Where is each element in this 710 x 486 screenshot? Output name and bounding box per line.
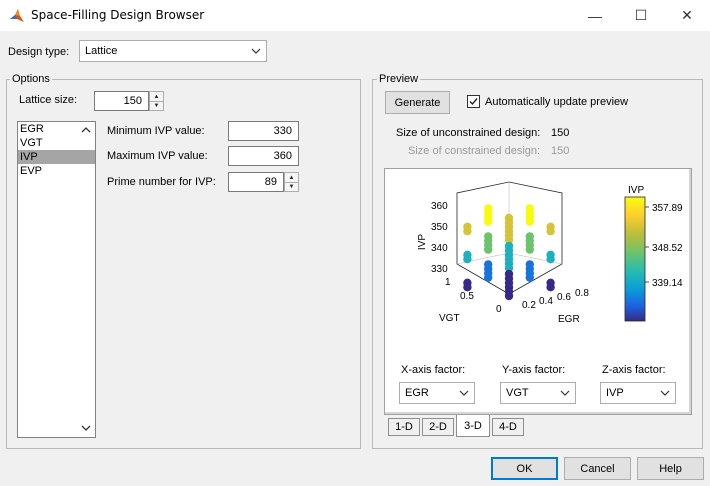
chevron-down-icon	[455, 384, 473, 402]
scatter-point	[504, 291, 514, 301]
scatter-point	[463, 255, 472, 264]
scatter-point	[525, 273, 534, 282]
cancel-button[interactable]: Cancel	[564, 457, 631, 480]
factor-list[interactable]: EGR VGT IVP EVP	[17, 121, 96, 438]
z-axis-factor-value: IVP	[606, 387, 624, 399]
design-type-dropdown[interactable]: Lattice	[79, 40, 267, 62]
min-value-input[interactable]: 330	[228, 121, 299, 141]
x-tick-label: 0.6	[557, 292, 571, 303]
colorbar	[624, 196, 646, 322]
y-tick-label: 0.5	[460, 291, 474, 302]
preview-group-title: Preview	[377, 73, 421, 85]
scatter-point	[546, 255, 555, 264]
list-item[interactable]: VGT	[20, 137, 43, 149]
scatter-point	[525, 245, 534, 254]
x-axis-factor-label: X-axis factor:	[401, 364, 466, 376]
checkmark-icon	[469, 98, 478, 106]
minimize-button[interactable]: —	[588, 7, 602, 24]
max-value-label: Maximum IVP value:	[107, 150, 208, 162]
lattice-size-spinner[interactable]: ▲ ▼	[149, 91, 164, 111]
z-axis-label: IVP	[417, 234, 428, 250]
x-tick-label: 0.8	[575, 288, 589, 299]
colorbar-tick-label: 348.52	[652, 243, 683, 254]
scatter-point	[463, 283, 472, 292]
colorbar-tick-label: 357.89	[652, 203, 683, 214]
min-value-label: Minimum IVP value:	[107, 125, 205, 137]
scatter-points	[463, 204, 555, 301]
scatter-point	[546, 227, 555, 236]
window-title: Space-Filling Design Browser	[31, 8, 205, 22]
scroll-up-icon[interactable]	[81, 126, 91, 134]
scatter-point	[504, 235, 514, 245]
spin-down-icon[interactable]: ▼	[150, 101, 163, 110]
scatter-point	[484, 273, 493, 282]
tab-3d-active[interactable]: 3-D	[456, 415, 490, 437]
unconstrained-size-label: Size of unconstrained design:	[396, 127, 541, 139]
constrained-size-label: Size of constrained design:	[408, 145, 541, 157]
x-tick-label: 0.4	[539, 296, 553, 307]
y-axis-factor-dropdown[interactable]: VGT	[500, 382, 576, 404]
preview-group	[372, 79, 703, 449]
spin-up-icon[interactable]: ▲	[288, 174, 295, 181]
auto-update-label[interactable]: Automatically update preview	[485, 96, 629, 108]
scatter-point	[546, 283, 555, 292]
colorbar-tick-label: 339.14	[652, 278, 683, 289]
y-tick-label: 1	[445, 277, 451, 288]
x-axis-factor-dropdown[interactable]: EGR	[399, 382, 475, 404]
generate-button[interactable]: Generate	[385, 91, 450, 114]
auto-update-checkbox[interactable]	[467, 95, 480, 108]
scatter-point	[463, 227, 472, 236]
chevron-down-icon	[556, 384, 574, 402]
list-item-selected[interactable]: IVP	[18, 150, 95, 164]
constrained-size-value: 150	[551, 145, 570, 157]
spin-up-icon[interactable]: ▲	[153, 93, 160, 100]
z-tick-label: 350	[431, 222, 448, 233]
y-axis-factor-value: VGT	[506, 387, 529, 399]
z-axis-factor-label: Z-axis factor:	[602, 364, 666, 376]
tab-1d[interactable]: 1-D	[388, 418, 420, 436]
help-button[interactable]: Help	[637, 457, 704, 480]
y-axis-label: VGT	[439, 313, 460, 324]
x-axis-factor-value: EGR	[405, 387, 429, 399]
lattice-size-label: Lattice size:	[19, 94, 78, 106]
x-axis-label: EGR	[558, 314, 580, 325]
tab-4d[interactable]: 4-D	[492, 418, 524, 436]
spin-down-icon[interactable]: ▼	[285, 182, 298, 191]
unconstrained-size-value: 150	[551, 127, 570, 139]
chevron-down-icon	[247, 42, 265, 60]
options-group	[6, 79, 361, 449]
options-group-title: Options	[10, 73, 52, 85]
chevron-down-icon	[656, 384, 674, 402]
x-tick-label: 0.2	[522, 300, 536, 311]
maximize-button[interactable]: ☐	[634, 7, 648, 23]
y-axis-factor-label: Y-axis factor:	[502, 364, 566, 376]
scatter-point	[525, 217, 534, 226]
scatter-point	[484, 217, 493, 226]
tab-2d[interactable]: 2-D	[422, 418, 454, 436]
list-item[interactable]: EVP	[20, 165, 43, 177]
z-tick-label: 360	[431, 201, 448, 212]
prime-number-label: Prime number for IVP:	[107, 176, 216, 188]
prime-number-spinner[interactable]: ▲ ▼	[284, 172, 299, 192]
y-tick-label: 0	[496, 304, 502, 315]
prime-number-input[interactable]: 89	[228, 172, 284, 192]
title-bar[interactable]	[0, 0, 710, 31]
lattice-size-input[interactable]: 150	[94, 91, 149, 111]
z-tick-label: 330	[431, 264, 448, 275]
list-item[interactable]: EGR	[20, 123, 44, 135]
design-type-value: Lattice	[85, 45, 118, 57]
scatter-point	[484, 245, 493, 254]
z-tick-label: 340	[431, 243, 448, 254]
scroll-down-icon[interactable]	[81, 424, 91, 432]
design-type-label: Design type:	[8, 46, 70, 58]
matlab-icon	[9, 8, 25, 24]
close-button[interactable]: ✕	[681, 7, 693, 23]
max-value-input[interactable]: 360	[228, 146, 299, 166]
colorbar-title: IVP	[628, 185, 644, 196]
scatter-3d-plot[interactable]: 360 350 340 330 IVP 1 0.5 0 VGT 0.2 0.4 …	[385, 169, 691, 341]
scatter-point	[504, 263, 514, 273]
z-axis-factor-dropdown[interactable]: IVP	[600, 382, 676, 404]
ok-button[interactable]: OK	[491, 457, 558, 480]
